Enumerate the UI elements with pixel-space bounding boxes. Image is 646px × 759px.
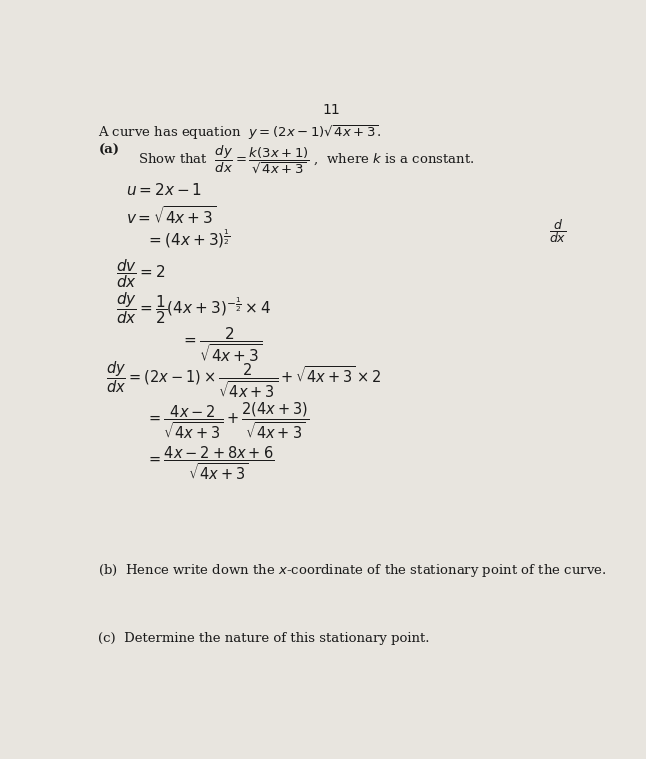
Text: Show that  $\dfrac{dy}{dx} = \dfrac{k(3x+1)}{\sqrt{4x+3}}$ ,  where $k$ is a con: Show that $\dfrac{dy}{dx} = \dfrac{k(3x+…: [138, 143, 475, 176]
Text: $\dfrac{dy}{dx} = \dfrac{1}{2}(4x+3)^{-\frac{1}{2}} \times 4$: $\dfrac{dy}{dx} = \dfrac{1}{2}(4x+3)^{-\…: [116, 290, 271, 326]
Text: $\dfrac{dv}{dx} = 2$: $\dfrac{dv}{dx} = 2$: [116, 257, 165, 291]
Text: $= \dfrac{2}{\sqrt{4x+3}}$: $= \dfrac{2}{\sqrt{4x+3}}$: [181, 325, 262, 364]
Text: $v= \sqrt{4x+3}$: $v= \sqrt{4x+3}$: [126, 205, 216, 227]
Text: $\dfrac{dy}{dx} =(2x-1) \times \dfrac{2}{\sqrt{4x+3}} +\sqrt{4x+3} \times 2$: $\dfrac{dy}{dx} =(2x-1) \times \dfrac{2}…: [106, 360, 381, 401]
Text: $u=2x-1$: $u=2x-1$: [126, 181, 202, 197]
Text: $= \dfrac{4x-2+8x+6}{\sqrt{4x+3}}$: $= \dfrac{4x-2+8x+6}{\sqrt{4x+3}}$: [146, 445, 274, 482]
Text: (a): (a): [98, 143, 120, 156]
Text: $\dfrac{d}{dx}$: $\dfrac{d}{dx}$: [549, 217, 567, 244]
Text: $=(4x+3)^{\frac{1}{2}}$: $=(4x+3)^{\frac{1}{2}}$: [146, 227, 231, 250]
Text: 11: 11: [322, 102, 340, 117]
Text: (b)  Hence write down the $x$-coordinate of the stationary point of the curve.: (b) Hence write down the $x$-coordinate …: [98, 562, 607, 578]
Text: $= \dfrac{4x-2}{\sqrt{4x+3}} + \dfrac{2(4x+3)}{\sqrt{4x+3}}$: $= \dfrac{4x-2}{\sqrt{4x+3}} + \dfrac{2(…: [146, 401, 309, 441]
Text: A curve has equation  $y=(2x-1)\sqrt{4x+3}$.: A curve has equation $y=(2x-1)\sqrt{4x+3…: [98, 123, 382, 142]
Text: (c)  Determine the nature of this stationary point.: (c) Determine the nature of this station…: [98, 631, 430, 644]
